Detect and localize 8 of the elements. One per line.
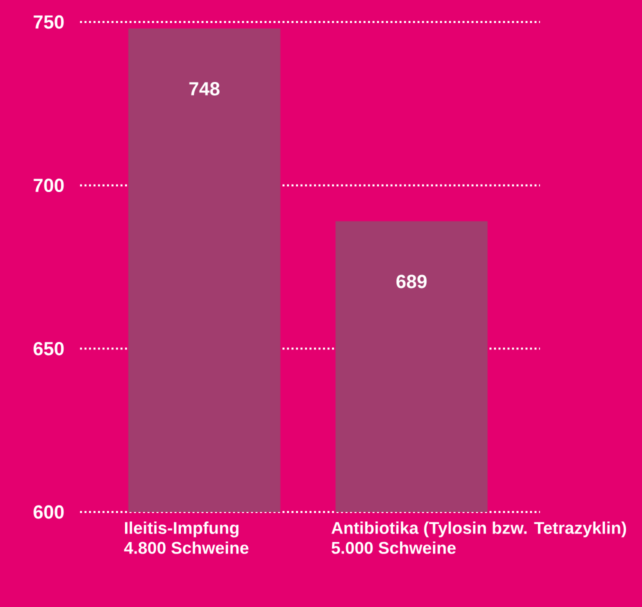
y-tick-label: 650 xyxy=(34,342,64,356)
x-tick-label: Antibiotika (Tylosin bzw. Tetrazyklin) 5.000 Schweine xyxy=(331,522,626,554)
y-tick-label: 750 xyxy=(34,15,64,29)
y-tick-label: 600 xyxy=(34,505,64,519)
y-tick-label: 700 xyxy=(34,178,64,192)
data-label: 689 xyxy=(396,274,427,288)
data-label: 748 xyxy=(189,82,220,96)
x-tick-label: Ileitis-Impfung 4.800 Schweine xyxy=(124,522,248,554)
